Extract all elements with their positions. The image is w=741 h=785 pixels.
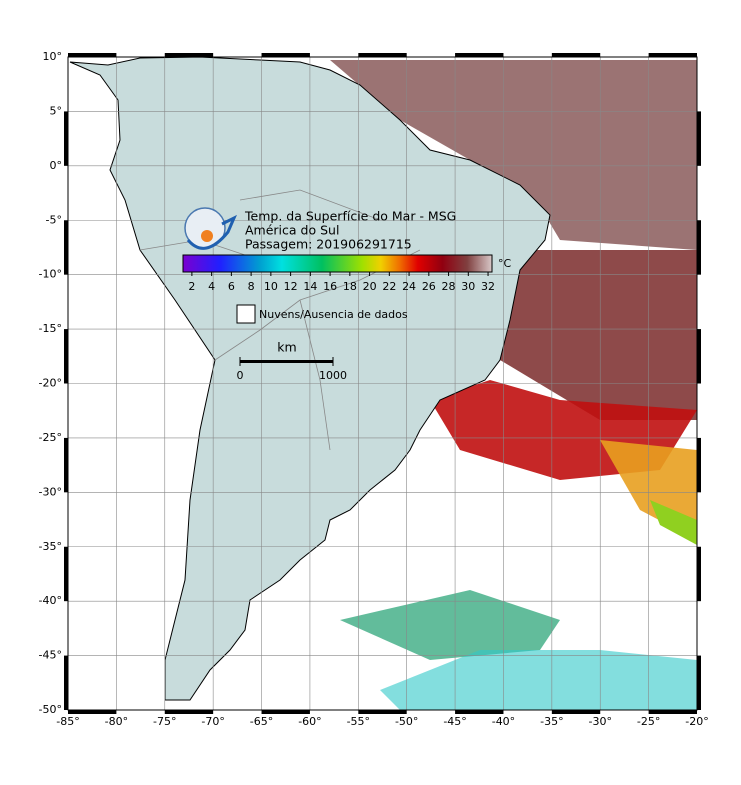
- lon-label: -40°: [492, 715, 515, 728]
- legend-swatch: [236, 304, 256, 324]
- frame-segment: [64, 437, 68, 493]
- lat-label: -40°: [39, 594, 62, 607]
- lat-label: 5°: [50, 104, 63, 117]
- colorbar-ticks: 2 4 6 8 10 12 14 16 18 20 22 24 26 28 30 32: [188, 272, 495, 293]
- frame-segment: [648, 53, 697, 57]
- colorbar-tick-label: 20: [363, 280, 377, 293]
- frame-segment: [455, 710, 504, 714]
- lon-label: -50°: [395, 715, 418, 728]
- lon-label: -55°: [347, 715, 370, 728]
- colorbar-tick-label: 32: [481, 280, 495, 293]
- lat-label: -50°: [39, 703, 62, 716]
- lat-label: -20°: [39, 377, 62, 390]
- lon-label: -35°: [540, 715, 563, 728]
- scale-bar-line: [240, 360, 333, 363]
- frame-segment: [455, 53, 504, 57]
- frame-checker: [64, 53, 701, 714]
- lon-label: -30°: [588, 715, 611, 728]
- frame-segment: [64, 655, 68, 710]
- frame-segment: [261, 53, 310, 57]
- lon-label: -45°: [443, 715, 466, 728]
- frame-segment: [697, 329, 701, 384]
- frame-segment: [164, 710, 214, 714]
- frame-segment: [697, 655, 701, 710]
- title-line: Temp. da Superfície do Mar - MSG: [244, 209, 456, 224]
- lat-label: -10°: [39, 268, 62, 281]
- colorbar: [182, 254, 493, 273]
- lon-label: -85°: [56, 715, 79, 728]
- sst-green: [340, 590, 560, 660]
- legend-label: Nuvens/Ausencia de dados: [259, 308, 408, 321]
- scale-tick-label: 0: [237, 369, 244, 382]
- lat-label: 0°: [50, 159, 63, 172]
- sst-cyan: [380, 650, 697, 710]
- colorbar-tick-label: 16: [323, 280, 337, 293]
- axis-labels: -85° -80° -75° -70° -65° -60° -55° -50° -45° -40°…: [39, 50, 709, 728]
- title-line: Passagem: 201906291715: [245, 237, 412, 252]
- frame-segment: [697, 546, 701, 602]
- sst-central: [500, 250, 697, 420]
- frame-segment: [64, 546, 68, 602]
- map-content: [68, 57, 697, 710]
- colorbar-unit: °C: [498, 257, 512, 270]
- colorbar-tick-label: 8: [248, 280, 255, 293]
- lat-label: -25°: [39, 431, 62, 444]
- inpe-logo: [184, 207, 237, 250]
- title-line: América do Sul: [245, 223, 339, 238]
- frame-segment: [68, 710, 117, 714]
- lat-label: -5°: [46, 213, 62, 226]
- borders: [139, 189, 421, 451]
- lon-label: -60°: [298, 715, 321, 728]
- lat-label: -45°: [39, 649, 62, 662]
- scale-unit: km: [277, 340, 296, 355]
- graticule: [68, 57, 697, 710]
- colorbar-tick-label: 18: [343, 280, 357, 293]
- frame-segment: [358, 710, 407, 714]
- scale-bar: 0 1000: [237, 357, 347, 382]
- frame-segment: [358, 53, 407, 57]
- frame-segment: [697, 220, 701, 275]
- frame-segment: [64, 111, 68, 166]
- frame-segment: [68, 53, 117, 57]
- colorbar-tick-label: 14: [303, 280, 317, 293]
- colorbar-tick-label: 26: [422, 280, 436, 293]
- lat-label: -15°: [39, 322, 62, 335]
- lon-label: -80°: [105, 715, 128, 728]
- lat-label: -30°: [39, 485, 62, 498]
- frame-segment: [261, 710, 310, 714]
- colorbar-tick-label: 30: [461, 280, 475, 293]
- sst-north: [330, 60, 697, 250]
- colorbar-tick-label: 24: [402, 280, 416, 293]
- lon-label: -70°: [201, 715, 224, 728]
- lon-label: -25°: [637, 715, 660, 728]
- frame-segment: [648, 710, 697, 714]
- frame-segment: [64, 329, 68, 384]
- scale-tick-label: 1000: [319, 369, 347, 382]
- colorbar-tick-label: 2: [188, 280, 195, 293]
- frame-segment: [551, 53, 601, 57]
- frame-segment: [551, 710, 601, 714]
- lon-label: -65°: [250, 715, 273, 728]
- sst-yellow: [650, 500, 697, 545]
- colorbar-tick-label: 28: [442, 280, 456, 293]
- lon-label: -20°: [685, 715, 708, 728]
- frame-segment: [697, 437, 701, 493]
- colorbar-tick-label: 12: [284, 280, 298, 293]
- frame-segment: [697, 111, 701, 166]
- lon-label: -75°: [153, 715, 176, 728]
- colorbar-tick-label: 6: [228, 280, 235, 293]
- frame-segment: [64, 220, 68, 275]
- lat-label: 10°: [43, 50, 63, 63]
- frame-segment: [164, 53, 214, 57]
- colorbar-tick-label: 10: [264, 280, 278, 293]
- colorbar-tick-label: 4: [208, 280, 215, 293]
- colorbar-tick-label: 22: [382, 280, 396, 293]
- lat-label: -35°: [39, 540, 62, 553]
